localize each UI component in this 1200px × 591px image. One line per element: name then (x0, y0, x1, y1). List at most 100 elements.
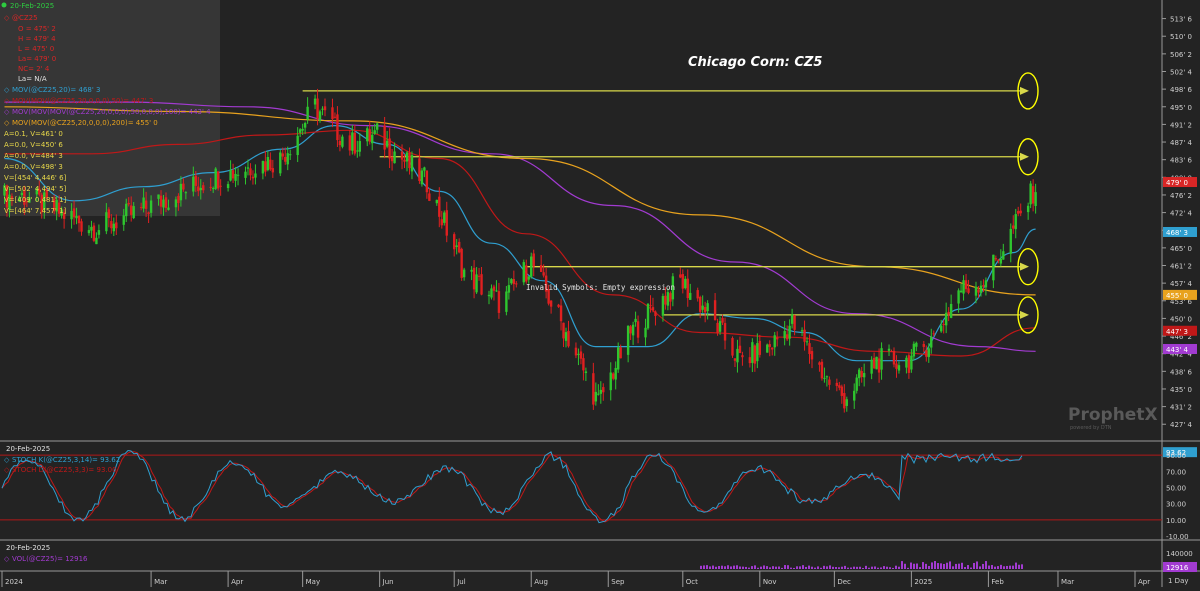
candle-body (23, 190, 26, 205)
x-tick-label: Aug (534, 578, 548, 586)
vol-bar (880, 567, 882, 569)
vol-bar (745, 566, 747, 569)
candle-body (1031, 186, 1035, 204)
level-arrow (1020, 262, 1029, 271)
candle-body (522, 262, 525, 283)
candle-body (582, 358, 585, 371)
candle-body (818, 362, 821, 365)
vol-bar (772, 566, 774, 569)
vol-bar (925, 563, 927, 569)
candle-body (10, 196, 14, 200)
vol-bar (964, 567, 966, 569)
candle-body (1017, 211, 1020, 214)
stoch-d-label: STOCH D(@CZ25,3,3)= 93.00 (12, 466, 117, 474)
price-value-badge (1163, 289, 1197, 300)
candle-body (18, 197, 21, 202)
candle-body (1026, 205, 1030, 213)
candle-body (927, 348, 930, 358)
candle-body (1029, 183, 1032, 205)
candle-body (877, 358, 881, 373)
vol-bar (892, 567, 894, 569)
price-tick-label: 438' 6 (1170, 368, 1193, 376)
x-tick-label: May (306, 578, 320, 586)
candle-body (872, 357, 876, 369)
price-tick-label: 483' 6 (1170, 157, 1193, 165)
vol-bar (982, 563, 984, 569)
vol-bar (904, 563, 906, 569)
candle-body (115, 222, 118, 229)
vol-bar (994, 566, 996, 569)
stoch-d-line (1, 451, 1023, 523)
x-tick-label: 2024 (5, 578, 23, 586)
vol-bar (862, 567, 864, 569)
vol-bar (853, 566, 855, 569)
candle-body (862, 373, 866, 378)
vol-bar (979, 566, 981, 569)
candle-body (532, 253, 535, 267)
candle-body (994, 258, 998, 260)
candle-body (455, 245, 458, 248)
candle-body (542, 272, 545, 276)
candle-body (236, 174, 240, 176)
vol-bar (823, 565, 825, 569)
legend-annotation-6: V=[502' 4,494' 5] (4, 185, 67, 193)
vol-bar (721, 565, 723, 569)
candle-body (634, 318, 637, 323)
x-tick-label: Apr (1138, 578, 1150, 586)
candle-body (435, 199, 439, 204)
legend-annotation-5: V=[454' 4,446' 6] (4, 174, 67, 182)
candle-body (331, 107, 334, 120)
candle-body (698, 296, 702, 312)
vol-bar (826, 566, 828, 569)
candle-body (298, 129, 302, 133)
candle-body (828, 379, 831, 385)
candle-body (631, 324, 635, 336)
candle-body (313, 98, 317, 105)
interval-label: 1 Day (1168, 577, 1189, 585)
candle-body (216, 171, 220, 189)
candle-body (286, 153, 289, 165)
svg-text:◇: ◇ (4, 466, 10, 474)
candle-body (805, 341, 809, 343)
candle-body (157, 194, 160, 199)
candle-body (696, 290, 699, 299)
vol-bar (805, 566, 807, 569)
x-tick-label: Nov (763, 578, 777, 586)
candle-body (701, 305, 704, 310)
vol-bar (958, 563, 960, 569)
vol-bar (934, 561, 936, 569)
vol-bar (766, 566, 768, 569)
vol-bar (1018, 564, 1020, 569)
vol-bar (844, 565, 846, 569)
candle-body (264, 161, 267, 172)
vol-bar (949, 561, 951, 569)
stoch-tick-label: 30.00 (1166, 501, 1186, 509)
candle-body (686, 278, 689, 299)
price-tick-label: 457' 4 (1170, 280, 1193, 288)
vol-bar (847, 567, 849, 569)
candle-body (612, 373, 615, 379)
candle-body (254, 173, 257, 178)
candle-body (356, 150, 359, 152)
level-highlight-circle (1017, 138, 1039, 176)
legend-annotation-3: A=0.0, V=484' 3 (4, 152, 63, 160)
vol-bar (913, 563, 915, 569)
candle-body (296, 135, 299, 156)
candle-body (477, 275, 481, 277)
candle-body (594, 391, 598, 402)
vol-bar (1012, 565, 1014, 569)
vol-bar (808, 565, 810, 569)
candle-body (159, 195, 163, 207)
stoch-date: 20-Feb-2025 (6, 445, 50, 453)
level-highlight-circle (1017, 296, 1039, 334)
candle-body (860, 371, 863, 377)
watermark-text: ProphetX (1068, 405, 1158, 425)
vol-bar (832, 566, 834, 569)
vol-bar (937, 563, 939, 569)
candle-body (284, 157, 287, 162)
vol-bar (769, 567, 771, 569)
vol-tick-label: 140000 (1166, 550, 1193, 558)
candle-body (497, 291, 501, 313)
candle-body (1014, 214, 1017, 230)
